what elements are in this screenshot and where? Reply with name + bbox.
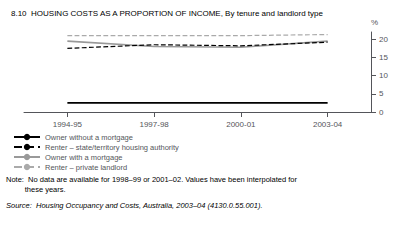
svg-text:Note: No data are available f: Note: No data are available for 1998–99 …: [6, 175, 297, 184]
svg-text:20: 20: [379, 35, 388, 44]
svg-text:Renter – state/territory housi: Renter – state/territory housing authori…: [45, 143, 179, 152]
svg-text:5: 5: [379, 89, 384, 98]
svg-text:2000-01: 2000-01: [226, 120, 256, 129]
svg-text:Owner without a mortgage: Owner without a mortgage: [45, 133, 133, 142]
svg-text:0: 0: [379, 108, 384, 117]
svg-text:8.10 HOUSING COSTS AS A PROPO: 8.10 HOUSING COSTS AS A PROPORTION OF IN…: [11, 9, 324, 18]
svg-text:Owner with a mortgage: Owner with a mortgage: [45, 153, 123, 162]
svg-text:1994-95: 1994-95: [53, 120, 83, 129]
svg-text:15: 15: [379, 53, 388, 62]
svg-text:Source: Housing Occupancy and: Source: Housing Occupancy and Costs, Aus…: [6, 201, 263, 210]
svg-text:Renter – private landlord: Renter – private landlord: [45, 163, 127, 172]
svg-text:10: 10: [379, 71, 388, 80]
svg-text:2003-04: 2003-04: [313, 120, 343, 129]
svg-text:1997-98: 1997-98: [139, 120, 169, 129]
svg-text:%: %: [371, 18, 378, 27]
svg-text:these years.: these years.: [6, 185, 66, 194]
